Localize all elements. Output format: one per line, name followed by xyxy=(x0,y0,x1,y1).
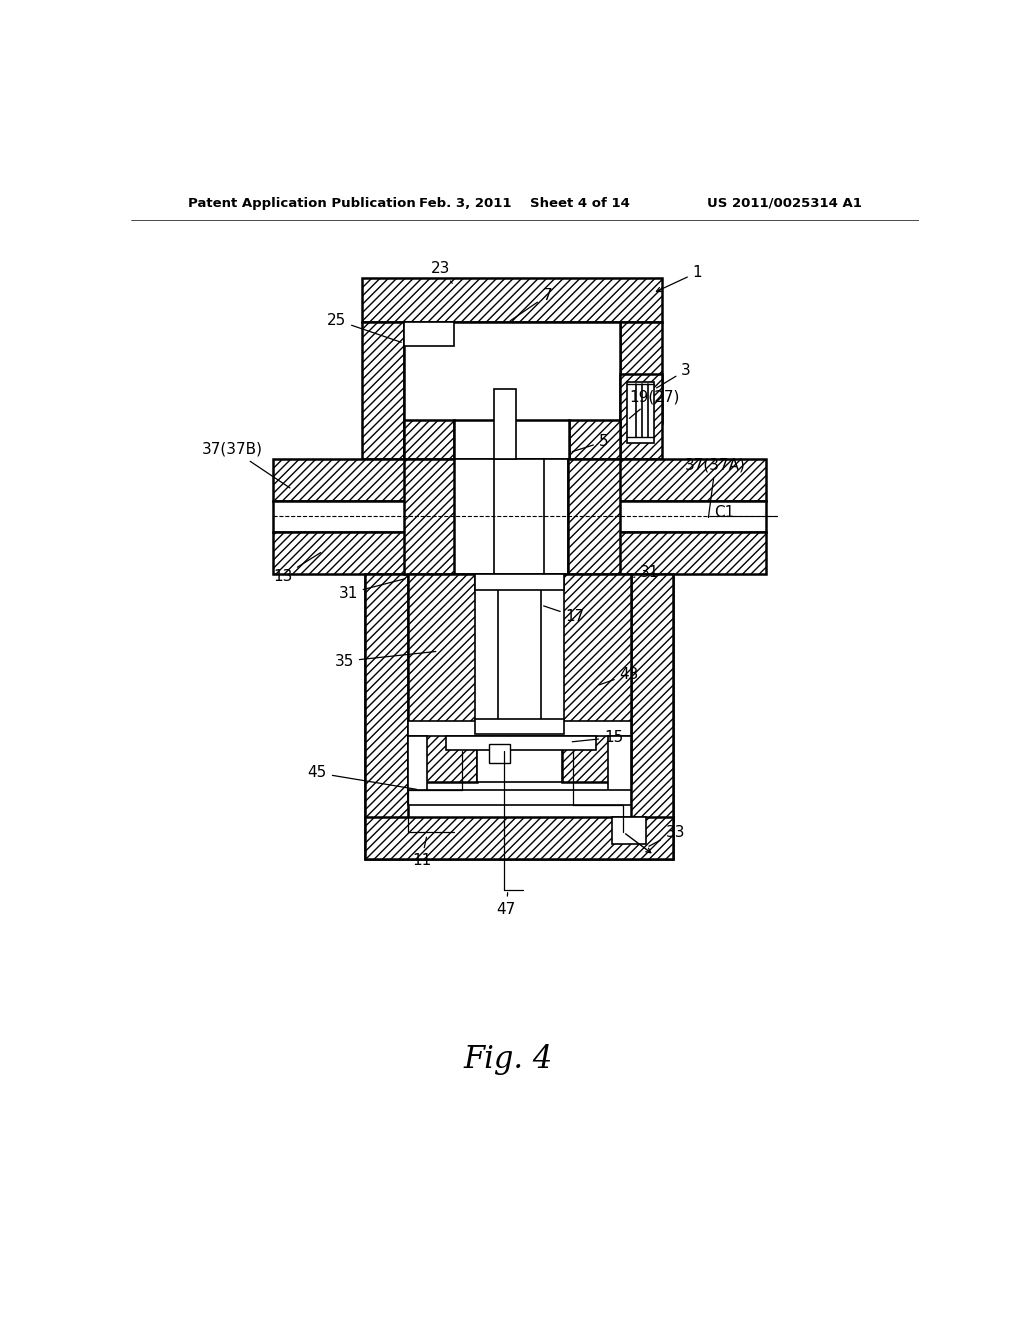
Text: 15: 15 xyxy=(572,730,624,744)
Polygon shape xyxy=(475,574,564,590)
Polygon shape xyxy=(477,574,562,781)
Text: 31: 31 xyxy=(338,578,406,601)
Polygon shape xyxy=(366,817,674,859)
Polygon shape xyxy=(494,389,515,459)
Polygon shape xyxy=(454,420,569,459)
Text: Fig. 4: Fig. 4 xyxy=(463,1044,553,1074)
Polygon shape xyxy=(475,719,564,734)
Polygon shape xyxy=(366,574,408,821)
Polygon shape xyxy=(408,737,427,797)
Polygon shape xyxy=(403,420,454,459)
Text: 37(37B): 37(37B) xyxy=(202,442,290,488)
Polygon shape xyxy=(611,817,646,843)
Text: 25: 25 xyxy=(327,313,401,342)
Polygon shape xyxy=(361,277,662,322)
Polygon shape xyxy=(454,459,568,574)
Polygon shape xyxy=(408,721,631,737)
Text: 35: 35 xyxy=(335,652,436,669)
Polygon shape xyxy=(366,574,674,859)
Text: Feb. 3, 2011    Sheet 4 of 14: Feb. 3, 2011 Sheet 4 of 14 xyxy=(420,197,630,210)
Text: C1: C1 xyxy=(714,506,734,520)
Text: Patent Application Publication: Patent Application Publication xyxy=(188,197,416,210)
Polygon shape xyxy=(273,502,766,532)
Text: 5: 5 xyxy=(572,434,608,451)
Text: 31: 31 xyxy=(634,565,659,581)
Text: 11: 11 xyxy=(412,837,431,869)
Polygon shape xyxy=(562,574,631,781)
Text: 23: 23 xyxy=(431,261,453,284)
Text: 7: 7 xyxy=(510,288,552,321)
Text: 45: 45 xyxy=(307,766,417,789)
Polygon shape xyxy=(494,459,544,574)
Text: 43: 43 xyxy=(599,667,639,685)
Polygon shape xyxy=(403,459,454,574)
Polygon shape xyxy=(569,420,620,459)
Polygon shape xyxy=(446,737,596,750)
Polygon shape xyxy=(620,374,662,459)
Polygon shape xyxy=(403,322,454,346)
Polygon shape xyxy=(488,743,510,763)
Text: 1: 1 xyxy=(656,265,702,292)
Polygon shape xyxy=(568,459,620,574)
Text: 17: 17 xyxy=(544,606,585,624)
Polygon shape xyxy=(273,532,766,574)
Text: 13: 13 xyxy=(272,553,321,583)
Text: 19(27): 19(27) xyxy=(630,389,680,418)
Polygon shape xyxy=(361,322,403,459)
Text: 3: 3 xyxy=(656,363,691,388)
Polygon shape xyxy=(631,574,674,821)
Text: 47: 47 xyxy=(497,892,516,916)
Polygon shape xyxy=(475,574,498,721)
Polygon shape xyxy=(608,737,631,797)
Polygon shape xyxy=(541,574,564,721)
Polygon shape xyxy=(628,381,654,444)
Polygon shape xyxy=(273,459,766,502)
Polygon shape xyxy=(620,322,662,422)
Text: US 2011/0025314 A1: US 2011/0025314 A1 xyxy=(708,197,862,210)
Text: 37(37A): 37(37A) xyxy=(685,457,745,517)
Polygon shape xyxy=(408,789,631,805)
Polygon shape xyxy=(408,574,477,781)
Polygon shape xyxy=(403,322,620,459)
Text: 33: 33 xyxy=(649,825,685,846)
